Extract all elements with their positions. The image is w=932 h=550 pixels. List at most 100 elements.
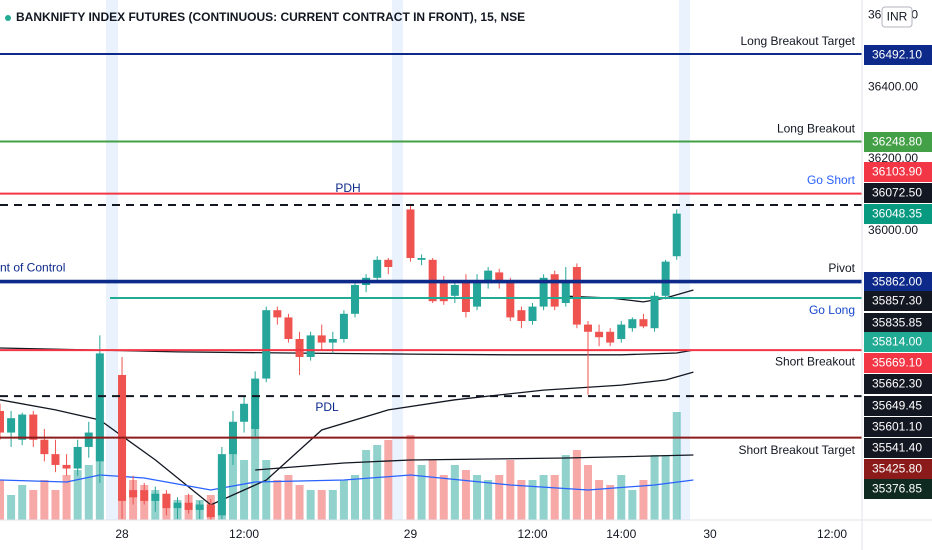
price-tag [864, 162, 932, 182]
volume-bar [0, 480, 4, 520]
level-name: Pivot [828, 261, 855, 275]
candle-body [439, 281, 448, 302]
volume-bar [18, 485, 27, 520]
volume-bar [317, 490, 326, 520]
level-name: nt of Control [0, 261, 65, 275]
candle-body [95, 353, 104, 462]
candle-body [306, 335, 315, 357]
candle-body [317, 335, 326, 343]
price-tag [864, 374, 932, 394]
candle-body [561, 281, 570, 304]
level-name: Long Breakout Target [740, 34, 855, 48]
candle-body [328, 338, 337, 343]
candle-body [406, 209, 415, 259]
currency[interactable]: INR [887, 10, 908, 24]
candle-body [18, 414, 27, 440]
price-tag-label: 35662.30 [872, 377, 922, 391]
currency-box[interactable] [881, 6, 913, 28]
candle-body [628, 319, 637, 329]
candle-body [484, 270, 493, 284]
candle-body [84, 432, 93, 447]
session-highlight [106, 0, 118, 520]
level-name: PDL [315, 400, 339, 414]
price-tag [864, 332, 932, 352]
volume-bar [506, 460, 515, 520]
level-name: PDH [335, 181, 360, 195]
y-tick-label: 36400.00 [868, 79, 918, 93]
price-tag-label: 35669.10 [872, 356, 922, 370]
volume-bar [51, 490, 60, 520]
price-tag [864, 45, 932, 65]
volume-bar [539, 475, 548, 520]
volume-bar [306, 490, 315, 520]
candle-body [240, 403, 249, 422]
indicator-line [255, 454, 694, 471]
level-name: Go Long [809, 303, 855, 317]
price-tag [864, 313, 932, 333]
price-tag-label: 36072.50 [872, 186, 922, 200]
x-tick-label: 12:00 [229, 527, 259, 541]
volume-bar [40, 480, 49, 520]
volume-bar [473, 475, 482, 520]
volume-bar [450, 465, 459, 520]
level-name: Short Breakout Target [738, 443, 855, 457]
x-tick-label: 30 [703, 527, 717, 541]
price-tag-label: 35601.10 [872, 420, 922, 434]
volume-bar [7, 495, 16, 520]
volume-bar [628, 490, 637, 520]
volume-bar [351, 475, 360, 520]
price-tag-label: 35541.40 [872, 441, 922, 455]
candle-body [339, 313, 348, 339]
volume-bar [572, 450, 581, 520]
volume-bar [262, 460, 271, 520]
volume-bar [495, 475, 504, 520]
candle-body [284, 317, 293, 339]
volume-bar [650, 455, 659, 520]
candle-body [217, 454, 226, 516]
price-tag-label: 35376.85 [872, 482, 922, 496]
candle-body [62, 464, 71, 469]
price-tag [864, 204, 932, 224]
candle-body [384, 259, 393, 268]
candle-body [606, 331, 615, 343]
volume-bar [484, 480, 493, 520]
plot-area: Long Breakout Target Long Breakout PDH Go S… [0, 0, 862, 520]
volume-bar [428, 460, 437, 520]
candle-body [262, 310, 271, 379]
price-tag-label: 36492.10 [872, 48, 922, 62]
price-tag [864, 291, 932, 311]
candle-body [151, 493, 160, 501]
candle-body [517, 310, 526, 321]
candle-body [129, 490, 138, 498]
candle-body [650, 295, 659, 329]
axis-layer: 36600.0036400.0036200.0036000.002812:002… [115, 7, 918, 541]
candle-body [583, 324, 592, 332]
volume-bar [339, 480, 348, 520]
price-tag [864, 396, 932, 416]
candle-body [0, 410, 4, 433]
x-tick-label: 12:00 [517, 527, 547, 541]
volume-bar [251, 425, 260, 520]
candle-body [40, 439, 49, 455]
candle-body [29, 414, 38, 440]
volume-bar [228, 450, 237, 520]
level-layer [0, 52, 862, 439]
candle-body [195, 504, 204, 510]
price-tag [864, 459, 932, 479]
y-tick-label: 36000.00 [868, 223, 918, 237]
level-name: Long Breakout [777, 122, 856, 136]
price-tag [864, 479, 932, 499]
volume-bar [273, 480, 282, 520]
candle-body [473, 281, 482, 307]
candle-body [51, 454, 60, 465]
candle-body [417, 258, 426, 260]
session-highlight [392, 0, 403, 520]
candle-body [450, 285, 459, 296]
candle-body [661, 261, 670, 296]
price-tag-label: 35857.30 [872, 294, 922, 308]
price-tag [864, 272, 932, 292]
volume-bar [528, 480, 537, 520]
candle-body [595, 331, 604, 338]
